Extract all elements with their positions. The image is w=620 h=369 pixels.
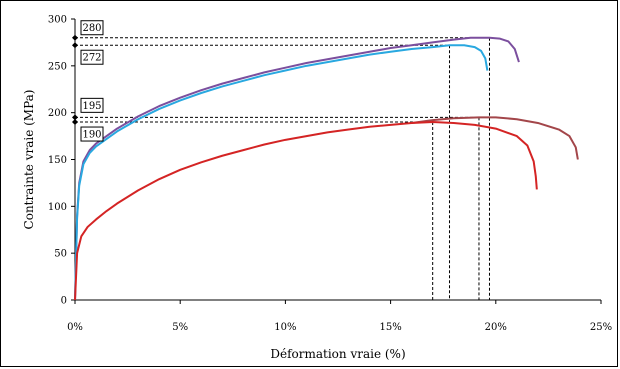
x-tick-label: 25% [590,322,612,333]
x-tick-label: 5% [172,322,188,333]
annotations: 280 272 195 190 [72,20,104,142]
annotation-label: 272 [82,53,101,64]
annotation-box [80,20,104,36]
annotation-label: 280 [82,23,101,34]
annotation-box [80,49,104,65]
series-line-0 [74,36,520,301]
x-tick-label: 0% [67,322,83,333]
annotation-box [80,126,104,142]
series-line-1 [74,44,489,301]
x-axis-label: Déformation vraie (%) [270,347,405,361]
y-tick-label: 50 [54,249,67,260]
series-line-2 [411,116,579,160]
x-ticks: 0% 5% 10% 15% 20% 25% [67,300,612,333]
y-tick-label: 200 [48,108,67,119]
annotation-marker [72,119,78,126]
annotation-marker [72,34,78,41]
y-tick-label: 150 [48,155,67,166]
annotation-label: 190 [82,130,101,141]
y-ticks: 0 50 100 150 200 250 300 [48,15,75,307]
annotation-box [80,97,104,113]
series-line-3 [74,121,538,301]
x-tick-label: 15% [379,322,401,333]
series-group [74,36,579,301]
annotation-marker [72,114,78,121]
x-tick-label: 20% [485,322,507,333]
guide-lines [75,37,490,300]
annotation-label: 195 [82,101,101,112]
y-tick-label: 100 [48,202,67,213]
y-tick-label: 250 [48,61,67,72]
y-tick-label: 0 [61,296,67,307]
y-tick-label: 300 [48,15,67,26]
annotation-marker [72,42,78,49]
x-tick-label: 10% [274,322,296,333]
y-axis-label: Contrainte vraie (MPa) [22,90,36,230]
